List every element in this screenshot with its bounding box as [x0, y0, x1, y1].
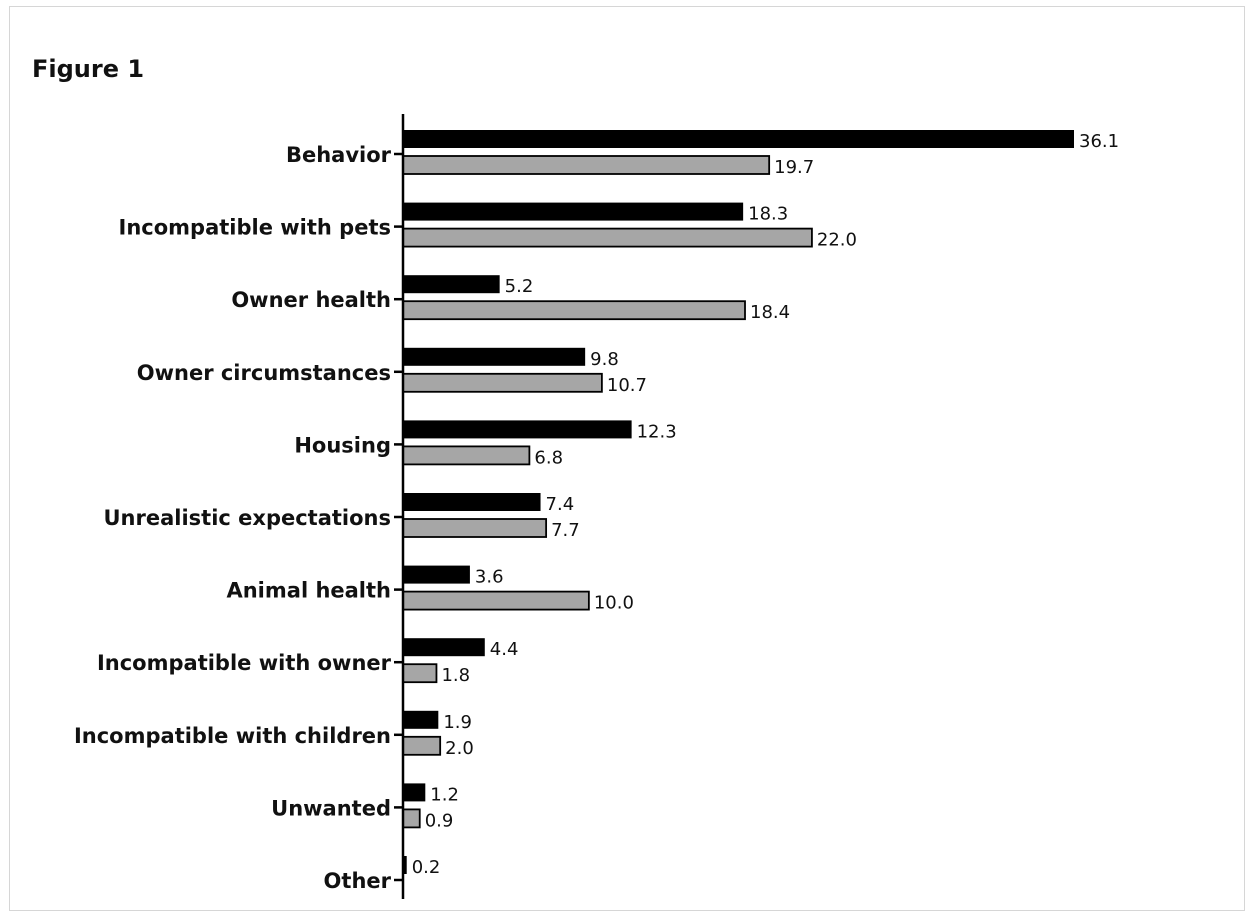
bar-series-2 — [402, 155, 771, 175]
bar-series-1 — [403, 493, 541, 511]
bar-series-1 — [403, 130, 1074, 148]
bar-series-2 — [402, 663, 438, 684]
data-label-series-1: 36.1 — [1079, 131, 1119, 152]
data-label-series-1: 12.3 — [637, 421, 677, 442]
data-label-series-1: 9.8 — [590, 349, 619, 370]
category-label: Behavior — [286, 143, 392, 167]
data-label-series-2: 1.8 — [441, 665, 470, 686]
category-label: Owner circumstances — [137, 361, 391, 385]
category-label: Owner health — [231, 288, 391, 312]
category-label: Incompatible with children — [74, 724, 391, 748]
labels-layer: Behavior 36.1 19.7 Incompatible with pets 18… — [74, 131, 1119, 893]
category-label: Housing — [294, 433, 391, 457]
bar-series-1 — [403, 202, 744, 221]
category-label: Animal health — [226, 579, 391, 603]
bar-series-2 — [402, 227, 813, 248]
category-label: Unrealistic expectations — [104, 506, 392, 530]
data-label-series-1: 3.6 — [475, 567, 504, 588]
bar-series-2 — [402, 372, 603, 393]
data-label-series-1: 0.2 — [412, 857, 441, 878]
data-label-series-2: 22.0 — [817, 230, 857, 251]
bar-series-1 — [403, 638, 485, 657]
bar-series-2 — [402, 808, 421, 829]
bar-series-1 — [403, 783, 426, 802]
data-label-series-1: 1.2 — [430, 784, 459, 805]
category-label: Incompatible with pets — [119, 216, 391, 240]
bar-series-1 — [403, 347, 586, 366]
data-label-series-1: 4.4 — [490, 639, 519, 660]
bar-series-1 — [403, 420, 632, 439]
data-label-series-2: 19.7 — [774, 157, 814, 178]
data-label-series-1: 1.9 — [443, 712, 472, 733]
bar-series-2 — [402, 445, 531, 466]
data-label-series-1: 18.3 — [748, 204, 788, 225]
bar-series-2 — [402, 300, 746, 321]
bar-series-1 — [403, 275, 500, 294]
data-label-series-1: 7.4 — [546, 494, 575, 515]
data-label-series-2: 6.8 — [534, 447, 563, 468]
bars-layer — [402, 130, 1074, 874]
category-label: Incompatible with owner — [97, 651, 392, 675]
data-label-series-2: 10.0 — [594, 593, 634, 614]
bar-series-1 — [403, 710, 439, 729]
data-label-series-2: 7.7 — [551, 520, 580, 541]
bar-series-2 — [402, 735, 442, 756]
data-label-series-2: 10.7 — [607, 375, 647, 396]
bar-series-2 — [402, 518, 548, 538]
data-label-series-2: 2.0 — [445, 738, 474, 759]
category-label: Unwanted — [271, 796, 391, 820]
category-label: Other — [324, 869, 392, 893]
figure-title: Figure 1 — [32, 55, 145, 83]
data-label-series-2: 0.9 — [425, 810, 454, 831]
axis-layer — [394, 114, 405, 899]
bar-series-1 — [403, 565, 470, 584]
bar-series-1 — [403, 856, 407, 874]
bar-series-2 — [402, 590, 590, 611]
data-label-series-2: 18.4 — [750, 302, 790, 323]
data-label-series-1: 5.2 — [505, 276, 534, 297]
